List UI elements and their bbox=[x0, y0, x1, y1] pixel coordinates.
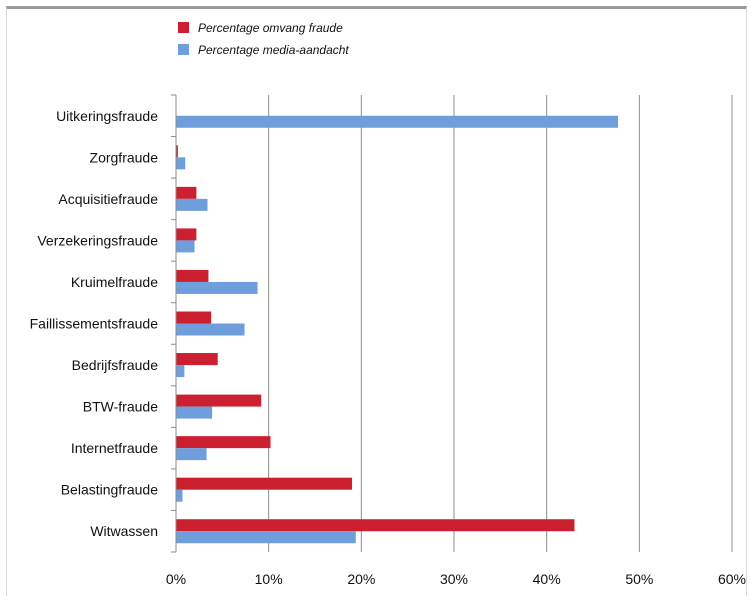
bar-omvang-fraude bbox=[176, 477, 353, 490]
bar-media-aandacht bbox=[176, 281, 258, 294]
x-tick-label: 0% bbox=[166, 571, 186, 587]
legend-label: Percentage media-aandacht bbox=[198, 43, 349, 57]
category-label: Verzekeringsfraude bbox=[37, 232, 158, 248]
bar-media-aandacht bbox=[176, 240, 195, 253]
bar-omvang-fraude bbox=[176, 394, 262, 407]
bar-media-aandacht bbox=[176, 365, 185, 378]
chart-frame bbox=[6, 6, 747, 596]
legend: Percentage omvang fraude Percentage media… bbox=[178, 21, 349, 57]
legend-swatch bbox=[178, 22, 189, 33]
gridlines bbox=[268, 95, 733, 552]
category-label: Uitkeringsfraude bbox=[56, 108, 158, 124]
x-tick-label: 40% bbox=[533, 571, 561, 587]
category-label: Witwassen bbox=[90, 523, 158, 539]
bar-omvang-fraude bbox=[176, 145, 178, 158]
category-label: Kruimelfraude bbox=[71, 274, 158, 290]
x-tick-label: 50% bbox=[625, 571, 653, 587]
x-tick-label: 60% bbox=[718, 571, 746, 587]
bars bbox=[176, 115, 619, 544]
bar-omvang-fraude bbox=[176, 311, 212, 324]
bar-media-aandacht bbox=[176, 323, 245, 336]
category-label: BTW-fraude bbox=[83, 399, 158, 415]
bar-media-aandacht bbox=[176, 448, 207, 461]
category-label: Acquisitiefraude bbox=[58, 191, 158, 207]
category-label: Zorgfraude bbox=[90, 149, 159, 165]
axes bbox=[171, 94, 177, 553]
x-tick-labels: 0% 10% 20% 30% 40% 50% 60% bbox=[166, 571, 746, 587]
category-label: Belastingfraude bbox=[61, 482, 159, 498]
bar-media-aandacht bbox=[176, 115, 619, 128]
bar-omvang-fraude bbox=[176, 519, 575, 532]
x-tick-label: 10% bbox=[255, 571, 283, 587]
bar-media-aandacht bbox=[176, 406, 213, 419]
bar-omvang-fraude bbox=[176, 228, 197, 241]
legend-swatch bbox=[178, 44, 189, 55]
bar-media-aandacht bbox=[176, 198, 208, 211]
x-tick-label: 30% bbox=[440, 571, 468, 587]
category-labels: Uitkeringsfraude Zorgfraude Acquisitiefrau… bbox=[30, 108, 159, 539]
bar-media-aandacht bbox=[176, 489, 183, 502]
bar-media-aandacht bbox=[176, 531, 356, 544]
bar-omvang-fraude bbox=[176, 353, 218, 366]
bar-media-aandacht bbox=[176, 157, 186, 170]
bar-omvang-fraude bbox=[176, 269, 209, 282]
bar-omvang-fraude bbox=[176, 186, 197, 199]
bar-omvang-fraude bbox=[176, 436, 271, 449]
category-label: Bedrijfsfraude bbox=[72, 357, 159, 373]
legend-label: Percentage omvang fraude bbox=[198, 21, 343, 35]
x-tick-label: 20% bbox=[347, 571, 375, 587]
category-label: Faillissementsfraude bbox=[30, 316, 159, 332]
category-label: Internetfraude bbox=[71, 440, 158, 456]
